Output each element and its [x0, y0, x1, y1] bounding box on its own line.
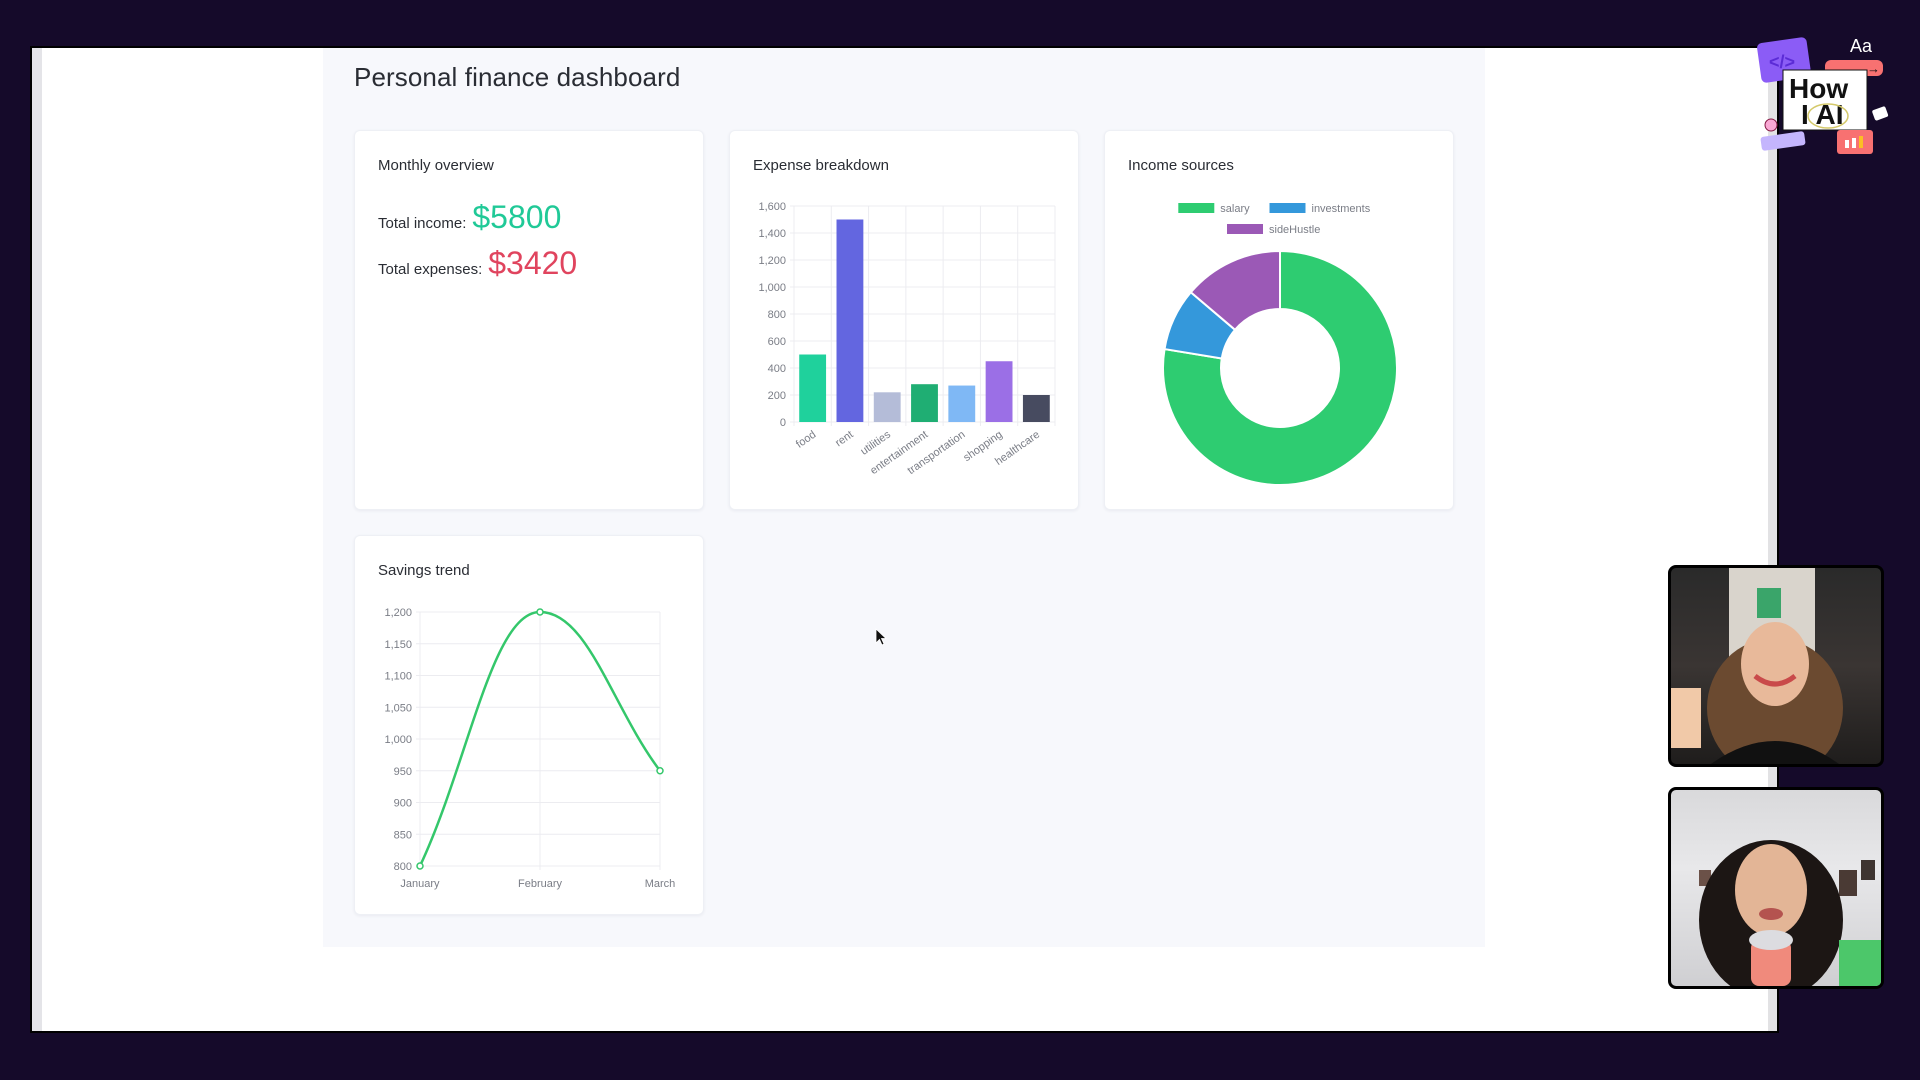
y-tick-label: 950: [394, 766, 412, 778]
monthly-overview-card: Monthly overview Total income: $5800 Tot…: [354, 130, 704, 510]
legend-item-sideHustle[interactable]: sideHustle: [1227, 224, 1320, 236]
bar-healthcare[interactable]: [1022, 395, 1050, 422]
browser-window: Personal finance dashboard Monthly overv…: [30, 46, 1779, 1033]
donut-slice-sideHustle[interactable]: [1189, 249, 1281, 332]
data-point-February[interactable]: [536, 608, 544, 616]
logo-text-how: How: [1789, 73, 1848, 104]
savings-trend-card: Savings trend 800 850 900 950 1,000 1,050 1,10…: [354, 535, 704, 915]
bar-shopping[interactable]: [985, 361, 1013, 422]
page-title: Personal finance dashboard: [354, 62, 681, 92]
screen: Personal finance dashboard Monthly overv…: [32, 48, 1777, 1031]
y-tick-label: 200: [768, 390, 786, 402]
y-tick-label: 1,200: [384, 607, 412, 619]
y-tick-label: 800: [768, 309, 786, 321]
video-tile-host: [1668, 565, 1884, 767]
x-tick-label: January: [400, 878, 440, 890]
legend-item-salary[interactable]: salary: [1178, 203, 1250, 215]
y-tick-label: 1,200: [758, 255, 786, 267]
income-sources-card: Income sources salary investments sideHust…: [1104, 130, 1454, 510]
y-tick-label: 400: [768, 363, 786, 375]
total-expenses-label: Total expenses:: [378, 261, 483, 278]
vertical-scrollbar[interactable]: [1768, 48, 1777, 1031]
x-tick-label: rent: [833, 429, 855, 450]
y-tick-label: 900: [394, 798, 412, 810]
bar-utilities[interactable]: [873, 392, 901, 422]
data-point-January[interactable]: [416, 862, 424, 870]
left-edge-strip: [32, 48, 42, 1031]
total-income-row: Total income: $5800: [378, 199, 561, 236]
expense-breakdown-card: Expense breakdown 0 200 400 600 800 1,000 1,20…: [729, 130, 1079, 510]
y-tick-label: 1,050: [384, 702, 412, 714]
x-tick-label: February: [518, 878, 563, 890]
mouse-cursor-icon: [875, 628, 888, 646]
donut-slice-salary[interactable]: [1162, 249, 1398, 486]
y-tick-label: 0: [780, 417, 786, 429]
bar-transportation[interactable]: [948, 385, 976, 422]
svg-text:sideHustle: sideHustle: [1269, 224, 1320, 236]
card-title: Monthly overview: [378, 157, 494, 174]
y-tick-label: 600: [768, 336, 786, 348]
savings-line-chart[interactable]: 800 850 900 950 1,000 1,050 1,100 1,150 1,200 Jan…: [355, 536, 705, 916]
participant-video-1: [1671, 568, 1843, 764]
logo-graphic: </> → Aa How I AI: [1757, 36, 1889, 154]
card-title: Savings trend: [378, 562, 470, 579]
video-tile-guest: [1668, 787, 1884, 989]
total-expenses-row: Total expenses: $3420: [378, 245, 577, 282]
total-income-label: Total income:: [378, 215, 467, 232]
card-title: Expense breakdown: [753, 157, 889, 174]
total-income-value: $5800: [472, 199, 562, 235]
y-tick-label: 1,100: [384, 671, 412, 683]
y-tick-label: 1,600: [758, 201, 786, 213]
x-tick-label: March: [645, 878, 676, 890]
expense-bar-chart[interactable]: 0 200 400 600 800 1,000 1,200 1,400 1,600 food ren…: [730, 131, 1080, 511]
bar-entertainment[interactable]: [911, 384, 938, 422]
svg-text:→: →: [1867, 61, 1880, 76]
card-title: Income sources: [1128, 157, 1234, 174]
legend-item-investments[interactable]: investments: [1269, 203, 1371, 215]
y-tick-label: 1,000: [758, 282, 786, 294]
dashboard-panel: Personal finance dashboard Monthly overv…: [323, 48, 1485, 947]
bar-rent[interactable]: [836, 219, 864, 423]
y-tick-label: 1,150: [384, 639, 412, 651]
show-logo: </> → Aa How I AI: [1755, 30, 1895, 160]
participant-video-2: [1699, 840, 1881, 986]
y-tick-label: 850: [394, 829, 412, 841]
y-tick-label: 800: [394, 861, 412, 873]
x-tick-label: food: [794, 429, 818, 451]
bar-food[interactable]: [799, 354, 827, 423]
svg-text:investments: investments: [1312, 203, 1371, 215]
svg-text:salary: salary: [1220, 203, 1250, 215]
logo-aa: Aa: [1850, 36, 1873, 56]
total-expenses-value: $3420: [488, 245, 578, 281]
svg-text:</>: </>: [1769, 52, 1795, 72]
y-tick-label: 1,000: [384, 734, 412, 746]
income-donut-chart[interactable]: salary investments sideHustle: [1105, 131, 1455, 511]
y-tick-label: 1,400: [758, 228, 786, 240]
data-point-March[interactable]: [656, 767, 664, 775]
